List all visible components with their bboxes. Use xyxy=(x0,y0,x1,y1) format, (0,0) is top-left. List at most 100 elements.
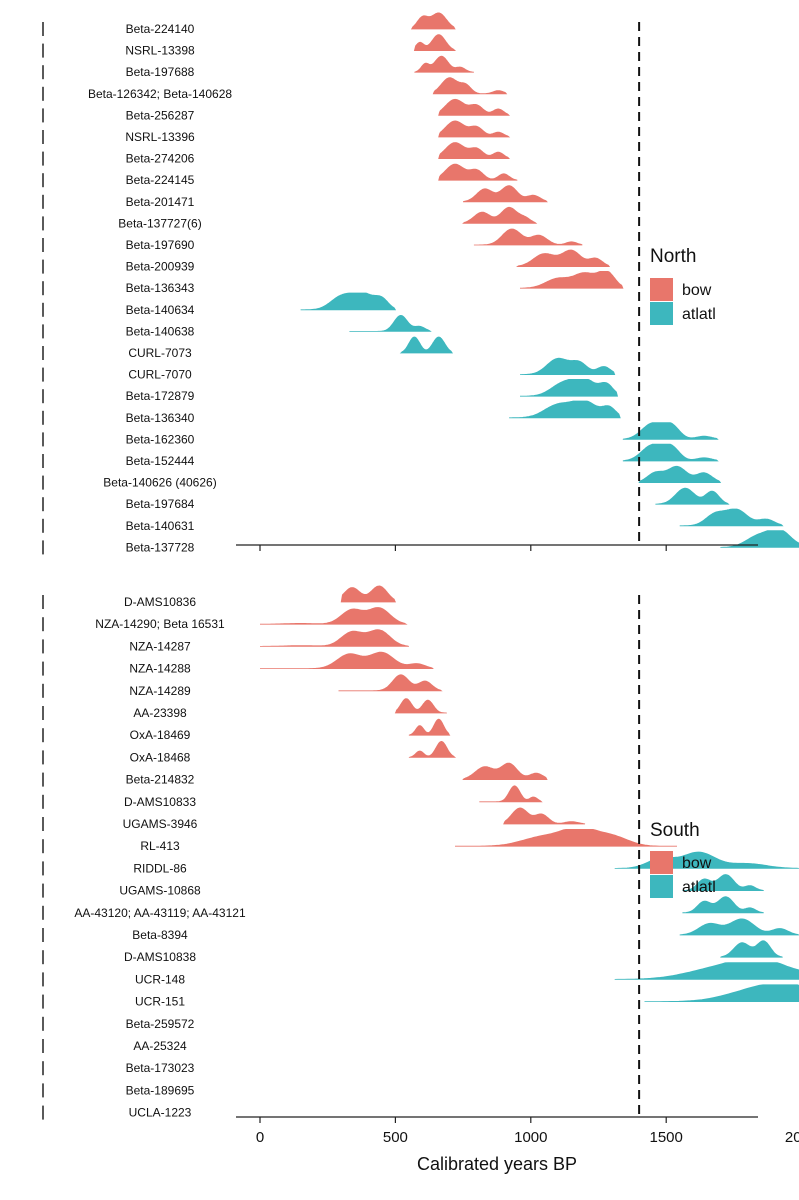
density-ridge-bow xyxy=(438,163,518,181)
density-ridge-atlatl xyxy=(614,962,799,980)
north-legend: North bow atlatl xyxy=(650,246,716,325)
density-ridge-bow xyxy=(438,120,511,138)
row-label: Beta-137728 xyxy=(126,540,195,554)
row-label: AA-25324 xyxy=(133,1039,187,1053)
legend-label-bow: bow xyxy=(682,855,712,872)
row-label: Beta-197688 xyxy=(126,65,195,79)
row-label: Beta-224140 xyxy=(126,22,195,36)
density-ridge-bow xyxy=(260,651,434,669)
row-label: Beta-259572 xyxy=(126,1017,195,1031)
row-label: UCR-148 xyxy=(135,972,185,986)
legend-label-atlatl: atlatl xyxy=(682,879,716,896)
x-tick-label: 1500 xyxy=(650,1129,683,1146)
density-ridge-atlatl xyxy=(520,357,616,375)
row-label: Beta-173023 xyxy=(126,1061,195,1075)
legend-label-bow: bow xyxy=(682,282,712,299)
row-label: Beta-140631 xyxy=(126,519,195,533)
row-label: Beta-136343 xyxy=(126,281,195,295)
density-ridge-atlatl xyxy=(679,508,784,527)
row-label: Beta-201471 xyxy=(126,195,195,209)
density-ridge-atlatl xyxy=(300,292,397,311)
row-label: Beta-162360 xyxy=(126,432,195,446)
density-ridge-atlatl xyxy=(682,874,764,891)
density-ridge-bow xyxy=(340,585,397,603)
row-label: NZA-14288 xyxy=(129,662,191,676)
density-ridge-bow xyxy=(438,98,510,116)
row-label: UCR-151 xyxy=(135,995,185,1009)
row-label: Beta-140634 xyxy=(126,303,195,317)
row-label: Beta-214832 xyxy=(126,773,195,787)
density-ridge-bow xyxy=(462,185,548,203)
row-label: Beta-137727(6) xyxy=(118,216,201,230)
row-label: CURL-7073 xyxy=(128,346,192,360)
legend-swatch-bow xyxy=(650,278,673,301)
row-label: Beta-197690 xyxy=(126,238,195,252)
density-ridge-bow xyxy=(479,785,543,803)
south-panel: D-AMS10836 NZA-14290; Beta 16531 NZA-14287… xyxy=(42,585,799,1174)
density-ridge-bow xyxy=(408,718,451,736)
row-label: Beta-140638 xyxy=(126,324,195,338)
row-label: RIDDL-86 xyxy=(133,861,187,875)
density-ridge-bow xyxy=(410,12,456,30)
density-ridge-bow xyxy=(260,629,410,647)
density-ridge-bow xyxy=(338,674,443,692)
row-label: NSRL-13398 xyxy=(125,44,195,58)
density-ridge-bow xyxy=(503,807,586,825)
x-tick-label: 2000 xyxy=(785,1129,799,1146)
x-tick-label: 500 xyxy=(383,1129,408,1146)
row-label: Beta-189695 xyxy=(126,1083,195,1097)
row-label: D-AMS10833 xyxy=(124,795,196,809)
row-label: D-AMS10838 xyxy=(124,950,196,964)
density-ridge-bow xyxy=(260,607,408,625)
row-label: OxA-18469 xyxy=(130,728,191,742)
density-ridge-atlatl xyxy=(520,379,619,397)
row-label: Beta-136340 xyxy=(126,411,195,425)
density-ridge-atlatl xyxy=(622,443,719,462)
row-label: Beta-200939 xyxy=(126,260,195,274)
legend-swatch-atlatl xyxy=(650,302,673,325)
row-label: Beta-256287 xyxy=(126,108,195,122)
density-ridge-atlatl xyxy=(622,422,719,440)
row-label: Beta-140626 (40626) xyxy=(103,476,216,490)
density-ridge-atlatl xyxy=(509,400,621,419)
row-label: CURL-7070 xyxy=(128,368,192,382)
density-ridge-atlatl xyxy=(720,940,783,958)
density-ridge-bow xyxy=(462,762,548,780)
row-label: AA-43120; AA-43119; AA-43121 xyxy=(74,906,246,920)
row-label: UGAMS-3946 xyxy=(123,817,198,831)
density-ridge-bow xyxy=(394,698,447,714)
row-label: UCLA-1223 xyxy=(129,1106,192,1120)
legend-swatch-bow xyxy=(650,851,673,874)
density-ridge-bow xyxy=(414,55,474,73)
south-legend: South bow atlatl xyxy=(650,820,716,898)
row-label: NZA-14287 xyxy=(129,639,191,653)
density-ridge-bow xyxy=(516,249,611,267)
x-axis-label: Calibrated years BP xyxy=(417,1154,577,1174)
density-ridge-atlatl xyxy=(399,336,454,354)
legend-title: South xyxy=(650,820,700,841)
row-label: Beta-224145 xyxy=(126,173,195,187)
density-ridge-bow xyxy=(473,228,583,246)
legend-label-atlatl: atlatl xyxy=(682,306,716,323)
north-panel: Beta-224140 NSRL-13398 Beta-197688 Beta-126… xyxy=(42,12,799,555)
density-ridge-atlatl xyxy=(349,314,432,332)
row-label: Beta-172879 xyxy=(126,389,195,403)
row-label: Beta-8394 xyxy=(132,928,188,942)
row-label: NZA-14290; Beta 16531 xyxy=(95,617,225,631)
density-ridge-bow xyxy=(413,34,457,51)
row-label: NZA-14289 xyxy=(129,684,191,698)
density-ridge-atlatl xyxy=(638,465,722,483)
density-ridge-atlatl xyxy=(682,896,764,914)
row-label: NSRL-13396 xyxy=(125,130,195,144)
row-label: D-AMS10836 xyxy=(124,595,196,609)
row-label: Beta-274206 xyxy=(126,152,195,166)
row-label: OxA-18468 xyxy=(130,750,191,764)
legend-swatch-atlatl xyxy=(650,875,673,898)
row-label: Beta-152444 xyxy=(126,454,195,468)
density-ridge-bow xyxy=(519,271,624,289)
density-ridge-atlatl xyxy=(655,487,730,505)
row-label: UGAMS-10868 xyxy=(119,884,201,898)
row-label: AA-23398 xyxy=(133,706,187,720)
density-ridge-atlatl xyxy=(644,984,799,1002)
